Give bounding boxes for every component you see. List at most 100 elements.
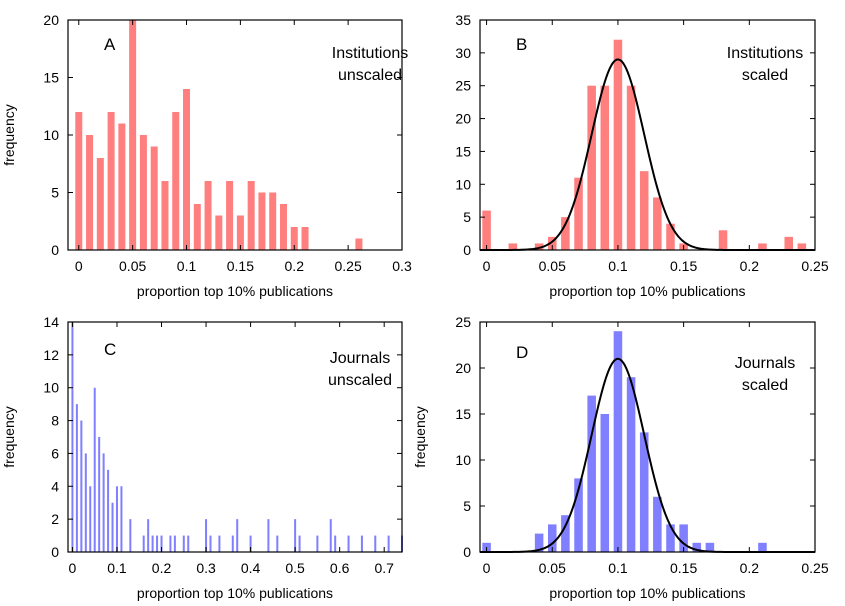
y-tick-label: 20	[455, 360, 471, 376]
x-tick-label: 0.05	[539, 258, 566, 274]
bar	[718, 230, 728, 250]
y-axis-label: frequency	[1, 406, 17, 467]
bar	[613, 331, 623, 552]
bar	[334, 535, 337, 552]
bar	[102, 453, 105, 552]
bar	[150, 146, 158, 250]
bar	[118, 123, 126, 250]
bar	[84, 453, 87, 552]
bar	[249, 535, 252, 552]
panel-d: 0 0.05 0.1 0.15 0.2 0.25 0 5 10 15 20 25 proportion …	[412, 314, 829, 601]
y-tick-label: 4	[51, 478, 59, 494]
bar	[692, 542, 702, 552]
bar	[387, 535, 390, 552]
panel-annotation: Journals	[735, 355, 795, 372]
bar	[290, 227, 298, 250]
bar	[600, 85, 610, 251]
y-tick-label: 8	[51, 413, 59, 429]
bar	[329, 519, 332, 552]
x-tick-label: 0.1	[177, 258, 197, 274]
bar	[613, 39, 623, 251]
panel-letter: D	[516, 343, 528, 362]
bar	[172, 112, 180, 250]
y-tick-label: 0	[51, 544, 59, 560]
bar	[267, 519, 270, 552]
bar	[316, 535, 319, 552]
bar	[231, 535, 234, 552]
x-tick-label: 0.3	[392, 258, 412, 274]
bar	[129, 519, 132, 552]
bar	[705, 542, 715, 552]
x-tick-label: 0.05	[539, 560, 566, 576]
bar	[156, 535, 159, 552]
panel-annotation: Institutions	[727, 45, 803, 62]
bar	[639, 171, 649, 250]
bar	[679, 524, 688, 552]
bar	[561, 217, 570, 250]
bar	[758, 542, 767, 552]
bar	[96, 158, 104, 250]
y-tick-label: 10	[43, 127, 59, 143]
y-tick-label: 30	[455, 45, 471, 61]
bar	[666, 524, 675, 552]
bar	[298, 535, 301, 552]
x-axis-label: proportion top 10% publications	[137, 283, 333, 299]
y-axis-label: frequency	[412, 406, 428, 467]
bar	[193, 204, 201, 250]
x-tick-label: 0.25	[335, 258, 362, 274]
bar	[653, 496, 662, 552]
bar	[653, 197, 662, 250]
x-axis-label: proportion top 10% publications	[137, 585, 333, 601]
bar	[784, 236, 793, 250]
y-tick-label: 5	[463, 209, 471, 225]
bar	[98, 437, 101, 552]
y-tick-label: 35	[455, 12, 471, 28]
bar	[142, 535, 145, 552]
x-tick-label: 0.4	[241, 560, 261, 576]
y-tick-label: 6	[51, 445, 59, 461]
y-tick-label: 14	[43, 314, 59, 330]
y-tick-label: 2	[51, 511, 59, 527]
x-tick-label: 0.2	[285, 258, 305, 274]
bar	[86, 135, 94, 250]
bar	[258, 192, 266, 250]
x-tick-label: 0.7	[374, 560, 394, 576]
panel-annotation: unscaled	[328, 372, 392, 389]
y-tick-label: 25	[455, 314, 471, 330]
bar	[205, 519, 208, 552]
bar	[75, 112, 83, 250]
bar	[294, 519, 297, 552]
bar	[204, 181, 212, 250]
panel-annotation: Journals	[330, 350, 390, 367]
bar	[107, 469, 110, 552]
bar	[236, 519, 239, 552]
x-tick-label: 0.15	[227, 258, 254, 274]
bar	[587, 395, 596, 552]
x-tick-label: 0.2	[740, 258, 760, 274]
x-tick-label: 0.1	[608, 258, 628, 274]
x-tick-label: 0.15	[670, 560, 697, 576]
bar	[534, 243, 544, 250]
x-tick-label: 0	[75, 258, 83, 274]
bar	[508, 243, 518, 250]
bar	[173, 535, 176, 552]
y-tick-label: 10	[455, 176, 471, 192]
bar	[80, 420, 83, 552]
bar	[574, 478, 583, 552]
plot-frame	[479, 321, 816, 553]
bar	[600, 414, 610, 552]
y-tick-label: 0	[51, 242, 59, 258]
bar	[374, 535, 377, 552]
bar	[209, 535, 212, 552]
x-tick-label: 0.2	[740, 560, 760, 576]
bar	[120, 486, 123, 552]
x-tick-label: 0.3	[196, 560, 216, 576]
bar	[626, 377, 636, 552]
panel-annotation: scaled	[742, 377, 788, 394]
bar	[182, 535, 185, 552]
bar	[169, 535, 172, 552]
bar	[160, 535, 163, 552]
bar	[115, 486, 118, 552]
y-tick-label: 5	[463, 498, 471, 514]
